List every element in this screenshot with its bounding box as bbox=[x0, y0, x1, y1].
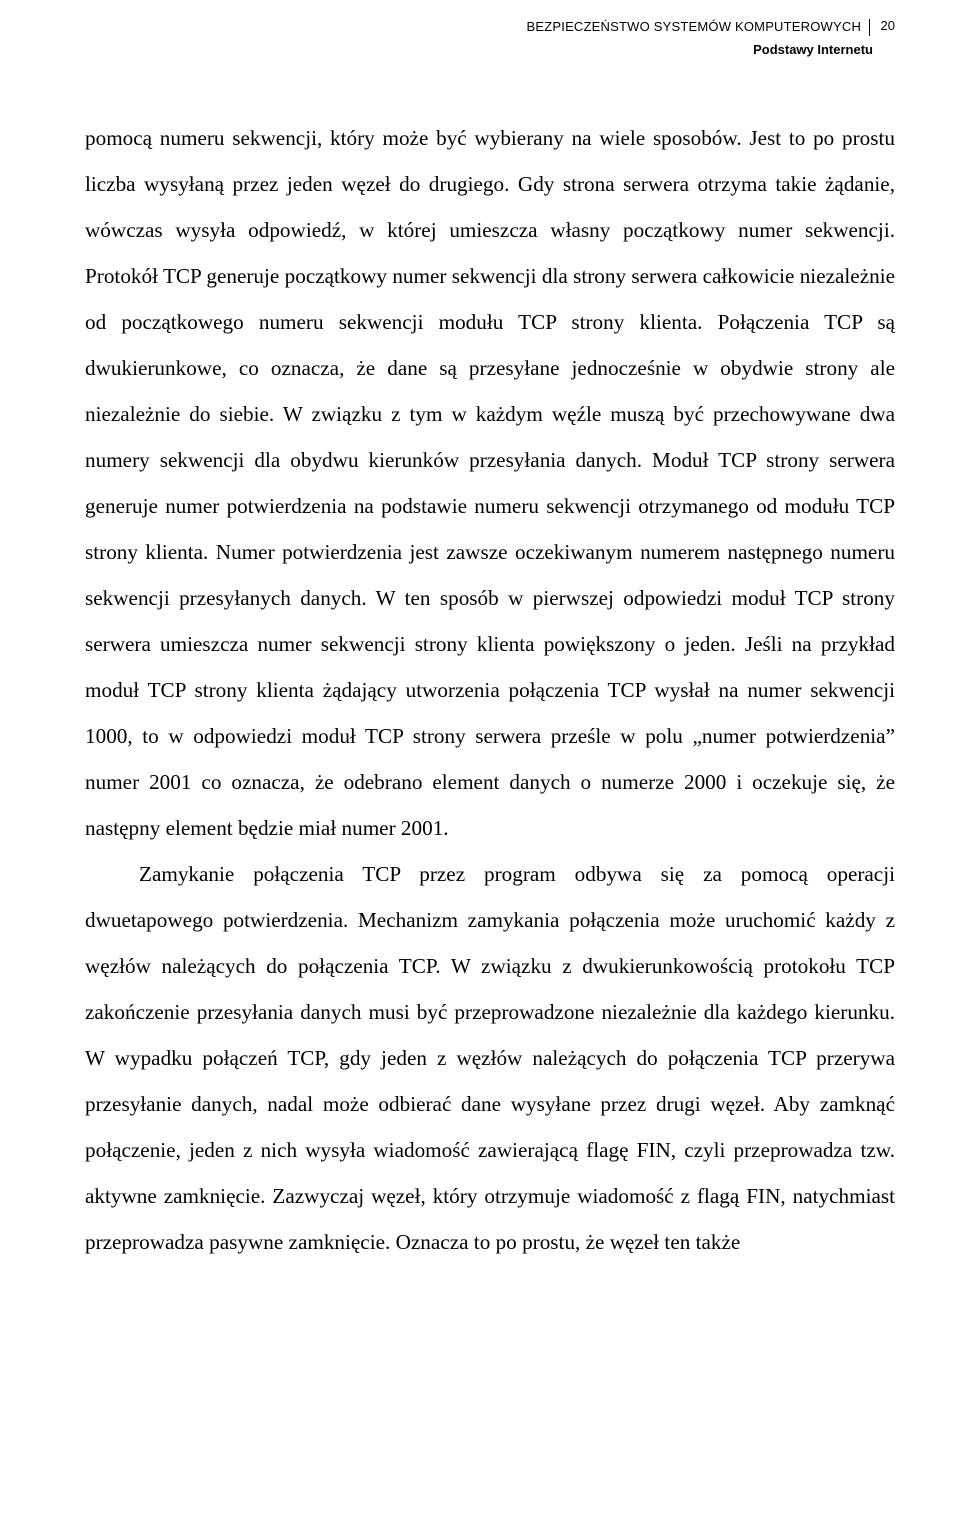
header-title: BEZPIECZEŃSTWO SYSTEMÓW KOMPUTEROWYCH bbox=[527, 19, 871, 36]
header-subtitle: Podstawy Internetu bbox=[527, 42, 896, 57]
paragraph-2: Zamykanie połączenia TCP przez program o… bbox=[85, 851, 895, 1265]
paragraph-1: pomocą numeru sekwencji, który może być … bbox=[85, 115, 895, 851]
document-body: pomocą numeru sekwencji, który może być … bbox=[85, 115, 895, 1265]
page-header: BEZPIECZEŃSTWO SYSTEMÓW KOMPUTEROWYCH 20… bbox=[527, 18, 896, 57]
page-number: 20 bbox=[875, 18, 895, 35]
